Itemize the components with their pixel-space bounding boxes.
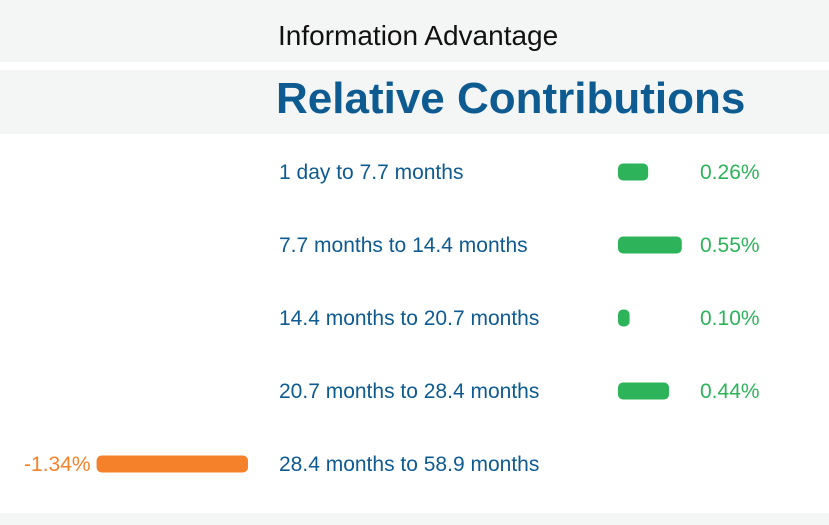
title-band bbox=[0, 70, 829, 134]
value-label: 0.26% bbox=[700, 161, 760, 184]
category-label: 7.7 months to 14.4 months bbox=[279, 234, 528, 257]
category-label: 14.4 months to 20.7 months bbox=[279, 307, 539, 330]
bar bbox=[96, 455, 248, 473]
chart-area bbox=[0, 134, 829, 513]
category-label: 20.7 months to 28.4 months bbox=[279, 380, 539, 403]
header-band bbox=[0, 0, 829, 62]
category-label: 1 day to 7.7 months bbox=[279, 161, 463, 184]
bar bbox=[618, 309, 630, 327]
bar bbox=[618, 163, 649, 181]
chart-title: Relative Contributions bbox=[276, 74, 746, 123]
bar bbox=[618, 382, 670, 400]
value-label: 0.10% bbox=[700, 307, 760, 330]
category-label: 28.4 months to 58.9 months bbox=[279, 453, 539, 476]
value-label: 0.55% bbox=[700, 234, 760, 257]
divider bbox=[0, 62, 829, 70]
bar bbox=[618, 236, 682, 254]
footer-band bbox=[0, 513, 829, 525]
value-label: 0.44% bbox=[700, 380, 760, 403]
value-label: -1.34% bbox=[24, 453, 91, 476]
chart-subtitle: Information Advantage bbox=[278, 20, 559, 51]
